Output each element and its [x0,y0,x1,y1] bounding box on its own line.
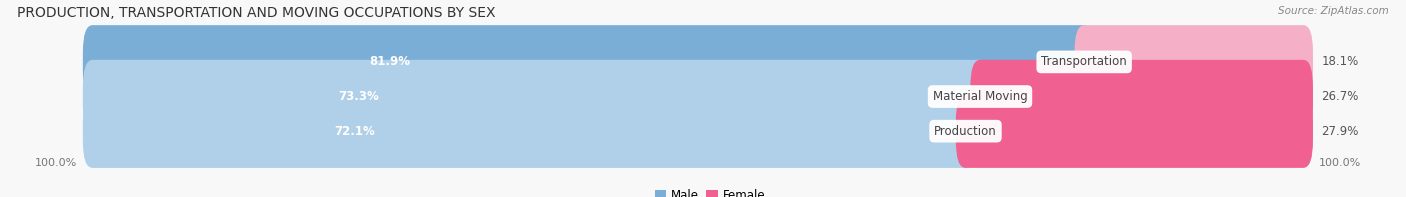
Text: 81.9%: 81.9% [370,55,411,68]
FancyBboxPatch shape [83,94,1313,168]
Text: 18.1%: 18.1% [1322,55,1358,68]
FancyBboxPatch shape [83,60,1313,133]
Text: Production: Production [934,125,997,138]
FancyBboxPatch shape [83,94,976,168]
Text: 26.7%: 26.7% [1322,90,1358,103]
Text: Source: ZipAtlas.com: Source: ZipAtlas.com [1278,6,1389,16]
FancyBboxPatch shape [83,25,1094,99]
FancyBboxPatch shape [83,60,990,133]
Text: 73.3%: 73.3% [339,90,380,103]
Text: 72.1%: 72.1% [335,125,375,138]
FancyBboxPatch shape [83,25,1313,99]
Text: Material Moving: Material Moving [932,90,1028,103]
FancyBboxPatch shape [1074,25,1313,99]
Text: PRODUCTION, TRANSPORTATION AND MOVING OCCUPATIONS BY SEX: PRODUCTION, TRANSPORTATION AND MOVING OC… [17,6,495,20]
FancyBboxPatch shape [970,60,1313,133]
Text: 27.9%: 27.9% [1322,125,1358,138]
FancyBboxPatch shape [956,94,1313,168]
Legend: Male, Female: Male, Female [650,185,770,197]
Text: Transportation: Transportation [1042,55,1128,68]
